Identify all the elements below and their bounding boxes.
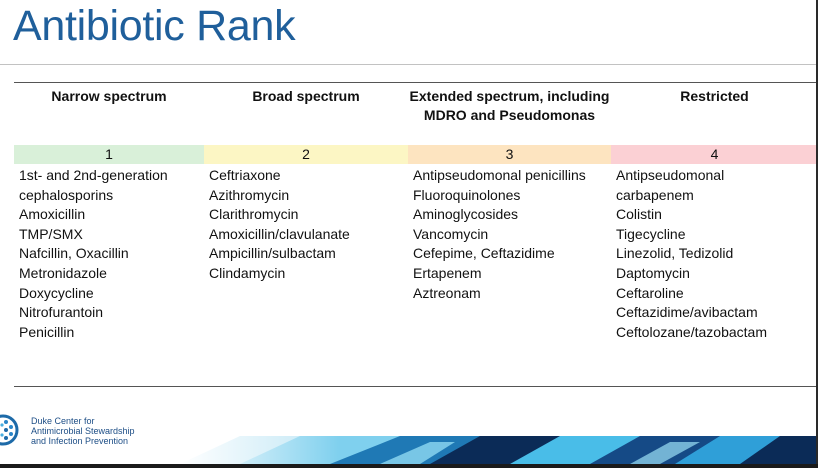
rank-cell: 4 <box>611 145 818 164</box>
decorative-band <box>180 430 818 464</box>
column-header: Restricted <box>680 88 749 104</box>
org-name-line: Duke Center for <box>31 416 95 426</box>
title-divider <box>0 64 818 65</box>
org-name-line: Antimicrobial Stewardship <box>31 426 135 436</box>
list-item: Nafcillin, Oxacillin <box>19 245 129 262</box>
list-item: Antipseudomonal <box>616 167 725 183</box>
window-bottom-border <box>0 464 818 468</box>
list-item: Ertapenem <box>413 264 482 281</box>
list-item: Amoxicillin/clavulanate <box>209 225 350 242</box>
list-item: Antipseudomonal penicillins <box>413 167 586 183</box>
list-item: Colistin <box>616 206 662 223</box>
list-item: Clindamycin <box>209 264 286 281</box>
list-item: Metronidazole <box>19 264 107 281</box>
duke-logo-icon <box>0 414 19 446</box>
column-header: Broad spectrum <box>252 88 360 104</box>
list-item: Daptomycin <box>616 264 690 281</box>
list-item: Ceftaroline <box>616 284 684 301</box>
column-extended-spectrum: Extended spectrum, including MDRO and Ps… <box>408 83 611 303</box>
column-restricted: Restricted 4 Antipseudomonal carbapenem … <box>611 83 818 342</box>
rank-cell: 3 <box>408 145 611 164</box>
list-item: Nitrofurantoin <box>19 304 104 321</box>
column-broad-spectrum: Broad spectrum 2 Ceftriaxone Azithromyci… <box>204 83 408 284</box>
list-item: Vancomycin <box>413 225 489 242</box>
list-item: Ampicillin/sulbactam <box>209 245 336 262</box>
list-item: TMP/SMX <box>19 225 83 242</box>
list-item: Penicillin <box>19 323 75 340</box>
list-item: Ceftazidime/avibactam <box>616 304 758 321</box>
footer: Duke Center for Antimicrobial Stewardshi… <box>0 400 818 468</box>
list-item: Linezolid, Tedizolid <box>616 245 734 262</box>
org-name: Duke Center for Antimicrobial Stewardshi… <box>31 416 135 446</box>
page-title: Antibiotic Rank <box>13 2 296 50</box>
list-item: Amoxicillin <box>19 206 86 223</box>
drug-list: Antipseudomonal penicillins Fluoroquinol… <box>408 164 611 303</box>
rank-cell: 1 <box>14 145 204 164</box>
list-item: Doxycycline <box>19 284 94 301</box>
list-item: Aminoglycosides <box>413 206 519 223</box>
list-item: Clarithromycin <box>209 206 299 223</box>
table-bottom-border <box>14 386 818 387</box>
column-header: Extended spectrum, including MDRO and Ps… <box>409 88 610 123</box>
column-narrow-spectrum: Narrow spectrum 1 1st- and 2nd-generatio… <box>14 83 204 342</box>
list-item: Fluoroquinolones <box>413 186 521 203</box>
drug-list: Antipseudomonal carbapenem Colistin Tige… <box>611 164 818 342</box>
list-item: carbapenem <box>616 186 694 203</box>
list-item: Ceftolozane/tazobactam <box>616 323 767 340</box>
list-item: Cefepime, Ceftazidime <box>413 245 555 262</box>
drug-list: Ceftriaxone Azithromycin Clarithromycin … <box>204 164 408 284</box>
list-item: cephalosporins <box>19 186 114 203</box>
rank-cell: 2 <box>204 145 408 164</box>
window-right-border <box>816 0 818 468</box>
list-item: Ceftriaxone <box>209 167 281 183</box>
list-item: 1st- and 2nd-generation <box>19 167 168 183</box>
list-item: Aztreonam <box>413 284 481 301</box>
list-item: Tigecycline <box>616 225 686 242</box>
list-item: Azithromycin <box>209 186 290 203</box>
drug-list: 1st- and 2nd-generation cephalosporins A… <box>14 164 204 342</box>
column-header: Narrow spectrum <box>51 88 167 104</box>
org-name-line: and Infection Prevention <box>31 436 129 446</box>
table-top-border <box>14 82 818 83</box>
